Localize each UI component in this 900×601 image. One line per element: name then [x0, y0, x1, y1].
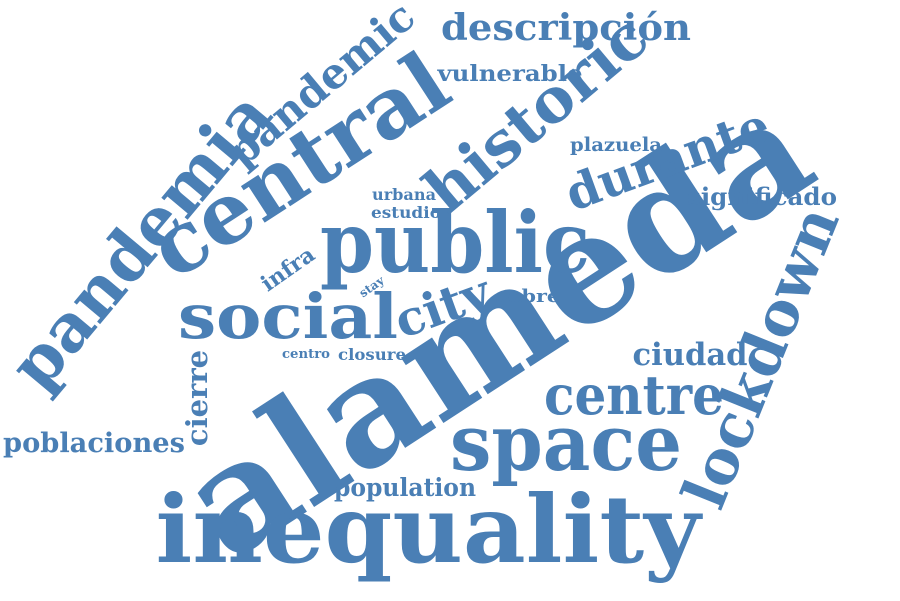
word-descripcion: descripción	[441, 7, 691, 49]
word-urbana: urbana	[372, 185, 436, 204]
word-centro: centro	[282, 347, 330, 362]
word-plazuela: plazuela	[570, 134, 662, 156]
word-population: population	[334, 473, 476, 502]
word-estudio: estudio	[371, 203, 441, 222]
word-significado: significado	[687, 182, 837, 211]
word-closure: closure	[338, 345, 406, 364]
word-vulnerable: vulnerable	[436, 61, 582, 87]
word-sobre: sobre	[496, 286, 560, 307]
word-poblaciones: poblaciones	[3, 428, 185, 459]
word-ciudad: ciudad	[633, 337, 748, 373]
word-cierre: cierre	[180, 350, 214, 446]
